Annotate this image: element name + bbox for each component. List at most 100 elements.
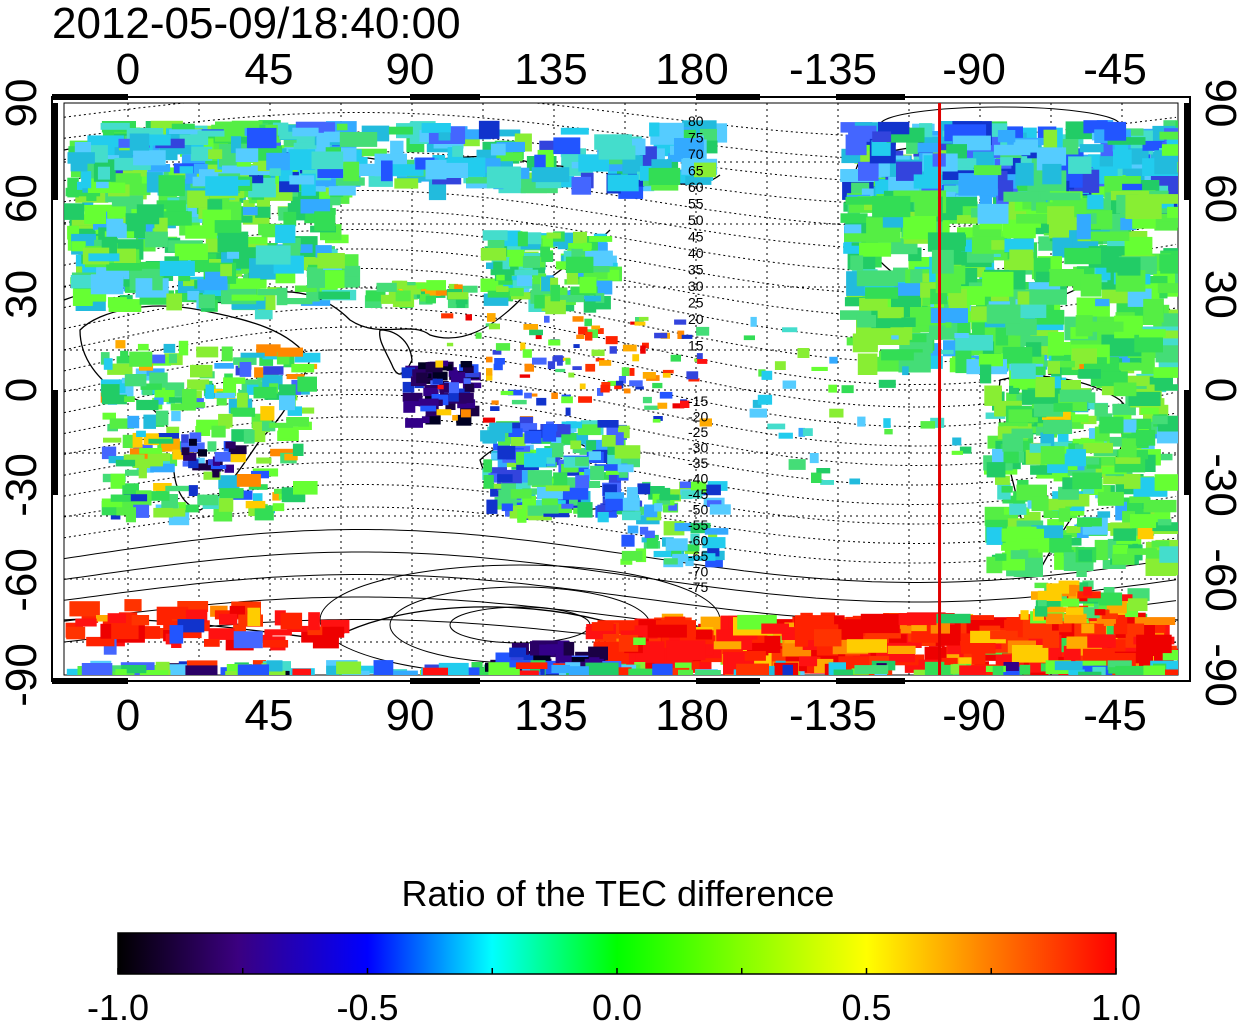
tec-patch (555, 368, 566, 373)
tec-patch (522, 349, 532, 358)
tec-patch (767, 423, 786, 430)
tec-patch (67, 177, 79, 198)
tec-patch (274, 610, 286, 626)
tec-patch (980, 364, 992, 384)
tec-patch (550, 284, 560, 302)
tec-patch (1047, 519, 1065, 527)
tec-patch (702, 537, 726, 549)
tec-patch (864, 201, 877, 211)
tec-patch (1016, 214, 1058, 224)
tec-patch (463, 378, 471, 384)
tec-patch (403, 285, 421, 295)
tec-patch (1128, 391, 1161, 406)
tec-patch (205, 237, 220, 253)
tec-patch (487, 313, 496, 322)
tec-patch (959, 665, 986, 675)
tec-patch (98, 665, 131, 675)
contour-label: -70 (688, 564, 708, 580)
tec-patch (198, 294, 215, 309)
tec-patch (591, 622, 614, 631)
tec-patch (686, 371, 699, 380)
tec-patch (257, 288, 284, 296)
tec-patch (626, 487, 638, 500)
tec-patch (1078, 671, 1102, 675)
tec-patch (584, 481, 601, 488)
tec-patch (205, 176, 239, 196)
tec-patch (541, 276, 551, 292)
tec-patch (629, 368, 635, 376)
tec-patch (167, 508, 186, 517)
tec-patch (189, 438, 197, 446)
tec-patch (605, 336, 618, 345)
tec-patch (1112, 553, 1135, 565)
tec-patch (115, 459, 136, 467)
tec-patch (575, 457, 589, 466)
tec-patch (1071, 414, 1089, 423)
tec-patch (1061, 530, 1077, 538)
tec-patch (326, 665, 340, 675)
tec-patch (1010, 550, 1029, 560)
tec-patch (688, 378, 700, 382)
right-latitude-labels: 90 60 30 0 -30 -60 -90 (1196, 79, 1240, 707)
tec-patch (527, 470, 553, 486)
tec-patch (1105, 436, 1135, 447)
tec-patch (621, 550, 643, 561)
tec-patch (539, 140, 563, 152)
tec-patch (528, 429, 555, 438)
tec-patch (245, 500, 266, 509)
tec-patch (1060, 598, 1080, 607)
top-lon-tick-label: -45 (1083, 45, 1147, 94)
tec-patch (609, 346, 617, 354)
contour-label: -75 (688, 579, 708, 595)
tec-patch (144, 626, 161, 639)
tec-patch (168, 353, 177, 364)
tec-patch (1159, 546, 1178, 563)
tec-patch (205, 271, 228, 280)
tec-patch (1081, 623, 1095, 634)
tec-patch (252, 493, 263, 507)
tec-patch (508, 428, 523, 437)
tec-patch (648, 167, 681, 185)
tec-patch (248, 484, 268, 490)
tec-patch (491, 400, 499, 405)
tec-patch (517, 509, 527, 523)
tec-patch (1054, 661, 1083, 671)
tec-patch (482, 230, 508, 241)
tec-patch (66, 668, 84, 675)
tec-patch (1076, 402, 1109, 410)
tec-patch (991, 240, 1005, 250)
tec-patch (263, 366, 284, 375)
tec-patch (986, 462, 1006, 478)
tec-patch (501, 503, 513, 512)
tec-patch (644, 405, 659, 410)
tec-patch (392, 280, 408, 289)
tec-patch (920, 421, 936, 429)
tec-patch (490, 129, 521, 137)
tec-patch (844, 233, 878, 242)
tec-patch (652, 663, 673, 675)
tec-patch (81, 171, 92, 189)
tec-patch (125, 469, 142, 476)
tec-patch (685, 176, 712, 185)
tec-patch (501, 481, 516, 491)
tec-patch (877, 307, 904, 319)
tec-patch (121, 665, 147, 674)
tec-patch (930, 308, 968, 323)
tec-patch (231, 136, 242, 154)
tec-patch (788, 459, 806, 470)
tec-patch (618, 425, 630, 439)
tec-patch (276, 287, 288, 306)
tec-patch (486, 368, 493, 376)
left-latitude-labels: 90 60 30 0 -30 -60 -90 (0, 79, 46, 707)
tec-patch (1020, 610, 1029, 620)
tec-patch (225, 441, 236, 449)
tec-patch (1036, 271, 1050, 282)
tec-patch (666, 640, 706, 661)
tec-patch (129, 448, 148, 459)
tec-patch (425, 295, 436, 304)
tec-patch (1062, 139, 1079, 155)
tec-patch (591, 349, 605, 356)
tec-patch (231, 294, 265, 301)
tec-patch (601, 435, 616, 447)
tec-patch (1080, 274, 1102, 297)
